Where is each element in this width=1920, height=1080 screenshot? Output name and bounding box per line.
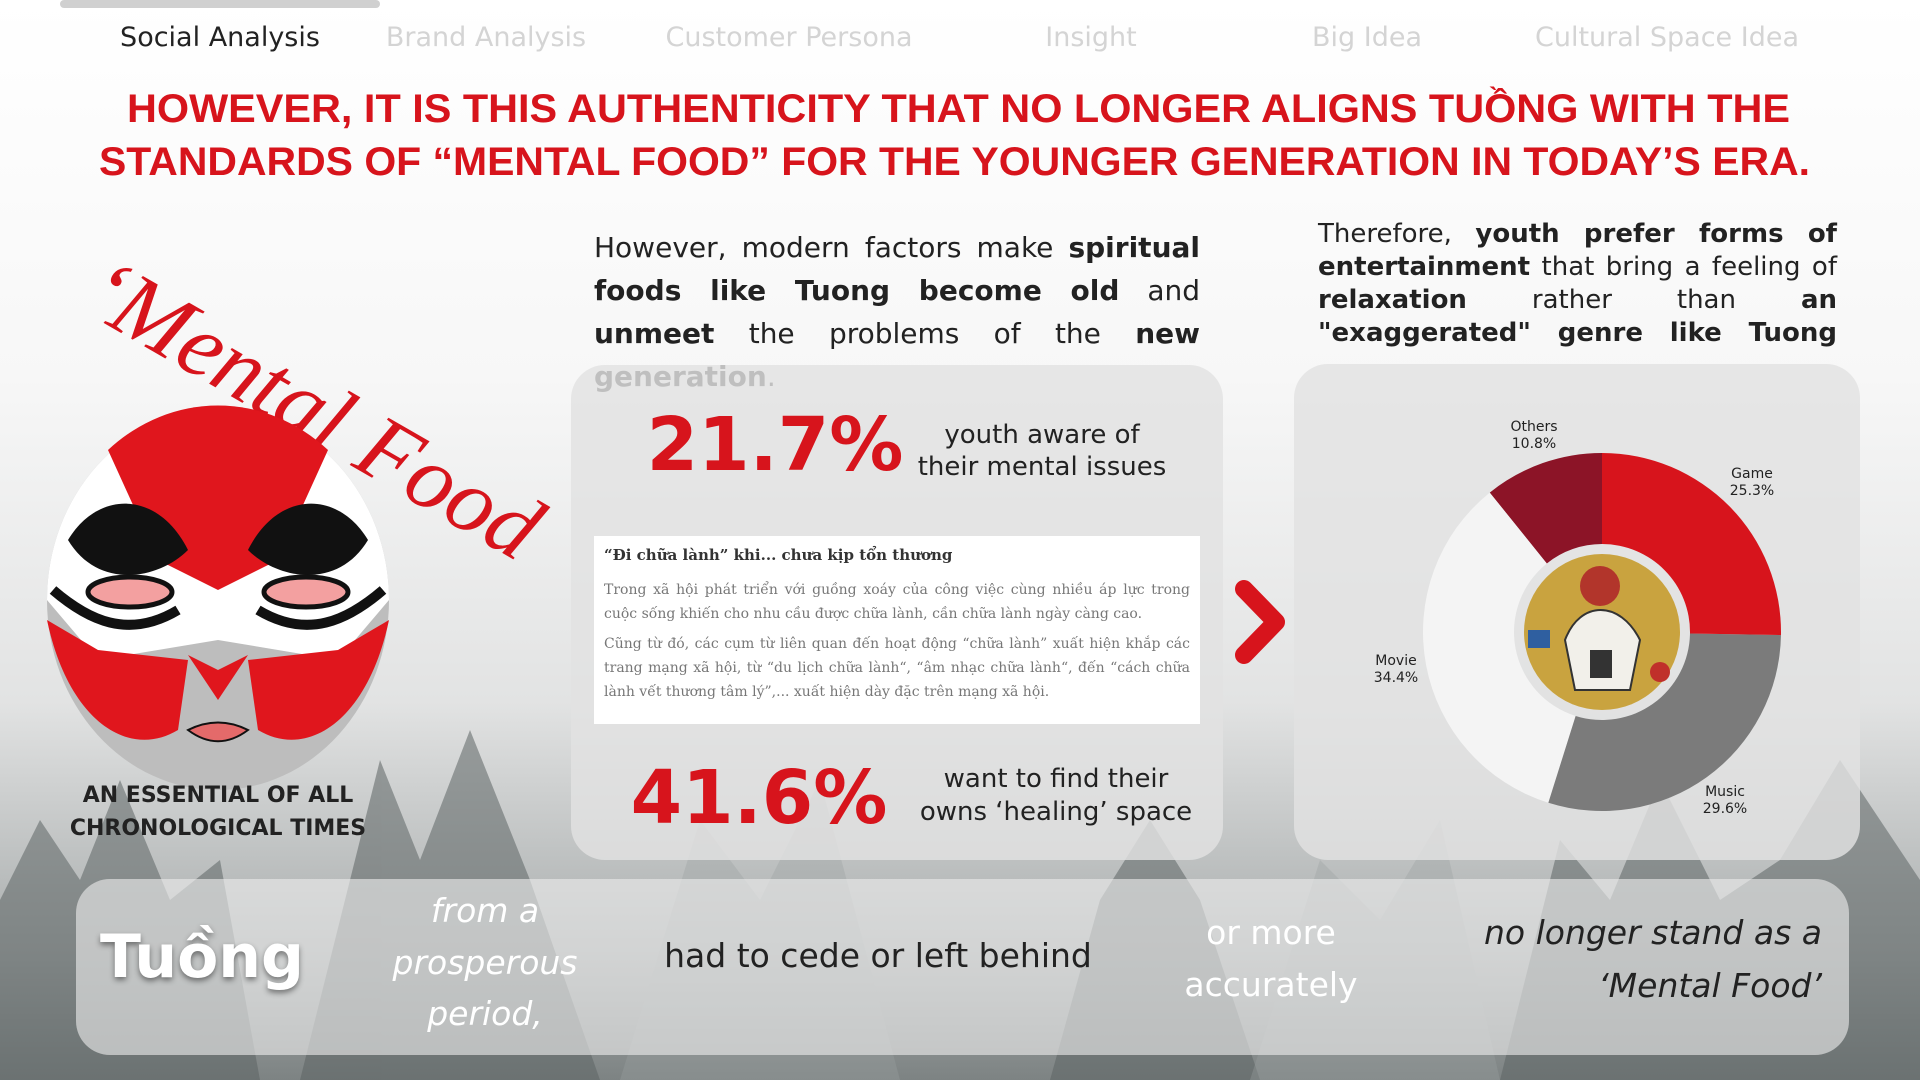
mask-illustration: ‘Mental Food xyxy=(47,237,560,790)
stat-text: their mental issues xyxy=(917,452,1167,482)
arrow xyxy=(1235,580,1285,664)
nav-tab[interactable]: Insight xyxy=(1045,22,1137,53)
paragraph: Therefore, youth prefer forms of enterta… xyxy=(1318,218,1837,350)
bold-text: unmeet xyxy=(594,317,715,350)
text: Therefore, xyxy=(1318,219,1476,249)
text: that bring a feeling of xyxy=(1530,252,1837,282)
slice-label: Game xyxy=(1731,466,1773,482)
article-title: “Đi chữa lành” khi... chưa kịp tổn thươn… xyxy=(604,546,953,564)
donut-slice xyxy=(1423,492,1576,803)
donut-slice xyxy=(1548,633,1781,811)
stat-text: owns ‘healing’ space xyxy=(919,797,1193,827)
text: However, modern factors make xyxy=(594,231,1069,264)
nav-tab[interactable]: Big Idea xyxy=(1311,22,1423,53)
text: the problems of the xyxy=(714,317,1136,350)
bar-text: had to cede or left behind xyxy=(664,936,1092,975)
donut-slice xyxy=(1489,453,1602,564)
nav-tab[interactable]: Brand Analysis xyxy=(385,22,587,53)
article-paragraph: Cũng từ đó, các cụm từ liên quan đến hoạ… xyxy=(604,636,1190,700)
slice-value: 29.6% xyxy=(1703,801,1747,817)
bar-text: accurately xyxy=(1184,965,1358,1004)
center-illustration xyxy=(1524,554,1680,710)
stat-value: 41.6% xyxy=(630,755,888,841)
bold-text: relaxation xyxy=(1318,285,1467,315)
nav-tab[interactable]: Customer Persona xyxy=(665,22,913,53)
slice-value: 25.3% xyxy=(1730,483,1774,499)
bar-text: ‘Mental Food’ xyxy=(1598,966,1822,1005)
slice-label: Music xyxy=(1705,784,1745,800)
slice-label: Others xyxy=(1510,419,1557,435)
stat-text: want to find their xyxy=(943,764,1169,794)
caption: AN ESSENTIAL OF ALL xyxy=(82,783,354,808)
headline-line: HOWEVER, IT IS THIS AUTHENTICITY THAT NO… xyxy=(127,85,1790,131)
bold-text: youth prefer forms of entertainment xyxy=(1318,219,1837,282)
article-screenshot: “Đi chữa lành” khi... chưa kịp tổn thươn… xyxy=(594,536,1200,724)
headline-line: STANDARDS OF “MENTAL FOOD” FOR THE YOUNG… xyxy=(99,140,1810,184)
nav-tab[interactable]: Cultural Space Idea xyxy=(1534,22,1800,53)
donut-slice xyxy=(1602,453,1782,636)
stat-value: 21.7% xyxy=(646,402,904,488)
bar-text: Tuồng xyxy=(100,922,304,992)
nav-tab[interactable]: Social Analysis xyxy=(120,22,320,53)
headline: HOWEVER, IT IS THIS AUTHENTICITY THAT NO… xyxy=(99,85,1810,184)
slice-value: 10.8% xyxy=(1512,436,1556,452)
bar-text: prosperous xyxy=(392,943,578,982)
slice-value: 34.4% xyxy=(1374,670,1418,686)
slice-label: Movie xyxy=(1375,653,1416,669)
bar-text: no longer stand as a xyxy=(1483,913,1822,952)
stat-text: youth aware of xyxy=(944,420,1140,450)
bold-text: an "exaggerated" genre like Tuong xyxy=(1318,285,1837,348)
bar-text: or more xyxy=(1206,913,1336,952)
bar-text: period, xyxy=(427,994,543,1033)
bar-text: from a xyxy=(430,891,540,930)
bold-text: spiritual foods like Tuong become old xyxy=(594,231,1200,307)
text: rather than xyxy=(1466,285,1801,315)
summary-bar xyxy=(76,879,1849,1055)
text: and xyxy=(1119,274,1200,307)
caption: CHRONOLOGICAL TIMES xyxy=(69,816,367,841)
article-paragraph: Trong xã hội phát triển với guồng xoáy c… xyxy=(604,582,1190,622)
